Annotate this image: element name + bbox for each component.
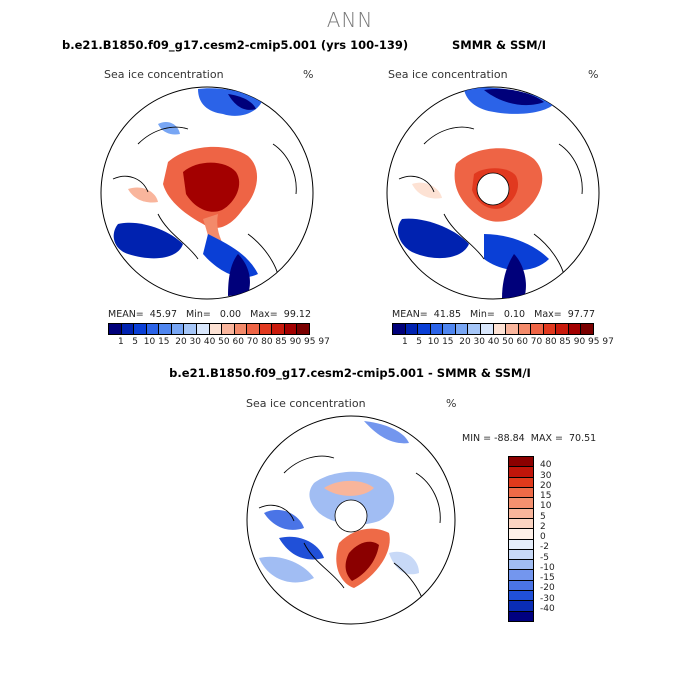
colorbar-swatch [259, 324, 273, 334]
diff-colorbar-swatch [509, 477, 533, 488]
diff-colorbar-swatch [509, 539, 533, 550]
colorbar-swatch [171, 324, 185, 334]
diff-colorbar-swatch [509, 591, 533, 602]
model-colorbar [108, 323, 310, 335]
colorbar-swatch [109, 324, 122, 334]
obs-variable-label: Sea ice concentration [388, 68, 508, 81]
diff-colorbar-swatch [509, 467, 533, 478]
diff-colorbar-label: -30 [540, 593, 555, 604]
colorbar-swatch [480, 324, 494, 334]
diff-colorbar-swatch [509, 580, 533, 592]
obs-colorbar-ticks: 1 5 10 15 20 30 40 50 60 70 80 85 90 95 … [402, 337, 614, 347]
colorbar-swatch [134, 324, 147, 334]
diff-colorbar-swatch [509, 529, 533, 540]
colorbar-swatch [443, 324, 456, 334]
model-variable-label: Sea ice concentration [104, 68, 224, 81]
colorbar-swatch [284, 324, 298, 334]
model-ice-core [183, 162, 240, 212]
model-colorbar-ticks: 1 5 10 15 20 30 40 50 60 70 80 85 90 95 … [118, 337, 330, 347]
colorbar-swatch [209, 324, 223, 334]
obs-coastlines [398, 126, 583, 290]
model-atlantic-ice [113, 222, 183, 259]
colorbar-swatch [272, 324, 285, 334]
diff-units-label: % [446, 397, 457, 410]
colorbar-swatch [506, 324, 519, 334]
colorbar-swatch [234, 324, 248, 334]
colorbar-swatch [418, 324, 431, 334]
model-polar-map [100, 86, 314, 300]
diff-colorbar-label: -40 [540, 603, 555, 614]
model-coastlines [112, 126, 297, 290]
colorbar-swatch [568, 324, 582, 334]
obs-atlantic-ice [397, 218, 469, 259]
colorbar-swatch [146, 324, 160, 334]
colorbar-swatch [468, 324, 481, 334]
colorbar-swatch [430, 324, 444, 334]
colorbar-swatch [405, 324, 419, 334]
colorbar-swatch [159, 324, 172, 334]
diff-colorbar-label: 0 [540, 532, 546, 542]
model-stats: MEAN= 45.97 Min= 0.00 Max= 99.12 [108, 309, 311, 320]
colorbar-swatch [518, 324, 532, 334]
diff-colorbar-label: 15 [540, 491, 552, 501]
colorbar-swatch [393, 324, 406, 334]
diff-colorbar-swatch [509, 549, 533, 561]
diff-colorbar-label: 10 [540, 501, 552, 512]
season-title: ANN [326, 8, 374, 32]
diff-pole-hole [334, 499, 368, 533]
diff-colorbar-label: -20 [540, 583, 555, 594]
colorbar-swatch [196, 324, 210, 334]
colorbar-swatch [531, 324, 544, 334]
diff-colorbar-swatch [509, 508, 533, 519]
model-panel-title: b.e21.B1850.f09_g17.cesm2-cmip5.001 (yrs… [62, 38, 409, 52]
colorbar-swatch [543, 324, 557, 334]
diff-colorbar-label: -15 [540, 573, 555, 583]
obs-okhotsk-ice [484, 88, 544, 106]
diff-colorbar-label: -5 [540, 552, 549, 563]
diff-colorbar [508, 456, 534, 622]
colorbar-swatch [556, 324, 569, 334]
obs-polar-map [386, 86, 600, 300]
obs-panel-title: SMMR & SSM/I [452, 38, 547, 52]
diff-colorbar-swatch [509, 498, 533, 509]
diff-polar-map [246, 415, 456, 625]
diff-colorbar-swatch [509, 570, 533, 581]
obs-colorbar [392, 323, 594, 335]
obs-stats: MEAN= 41.85 Min= 0.10 Max= 97.77 [392, 309, 595, 320]
colorbar-swatch [455, 324, 469, 334]
diff-colorbar-swatch [509, 601, 533, 612]
diff-colorbar-swatch [509, 611, 533, 621]
diff-colorbar-label: 40 [540, 460, 552, 471]
diff-colorbar-swatch [509, 518, 533, 530]
diff-colorbar-label: 2 [540, 521, 546, 532]
colorbar-swatch [297, 324, 309, 334]
diff-colorbar-label: 5 [540, 511, 546, 522]
diff-colorbar-label: 20 [540, 480, 552, 491]
diff-colorbar-swatch [509, 560, 533, 571]
colorbar-swatch [222, 324, 235, 334]
diff-colorbar-label: -10 [540, 562, 555, 573]
obs-units-label: % [588, 68, 599, 81]
colorbar-swatch [581, 324, 593, 334]
diff-panel-title: b.e21.B1850.f09_g17.cesm2-cmip5.001 - SM… [169, 366, 531, 380]
diff-variable-label: Sea ice concentration [246, 397, 366, 410]
diff-colorbar-label: -2 [540, 542, 549, 553]
diff-colorbar-swatch [509, 457, 533, 468]
diff-coastlines [258, 455, 441, 619]
diff-colorbar-swatch [509, 487, 533, 499]
colorbar-swatch [184, 324, 197, 334]
model-units-label: % [303, 68, 314, 81]
obs-pole-hole [476, 172, 510, 206]
colorbar-swatch [247, 324, 260, 334]
colorbar-swatch [493, 324, 507, 334]
colorbar-swatch [121, 324, 135, 334]
diff-stats: MIN = -88.84 MAX = 70.51 [462, 433, 597, 444]
diff-colorbar-label: 30 [540, 470, 552, 481]
